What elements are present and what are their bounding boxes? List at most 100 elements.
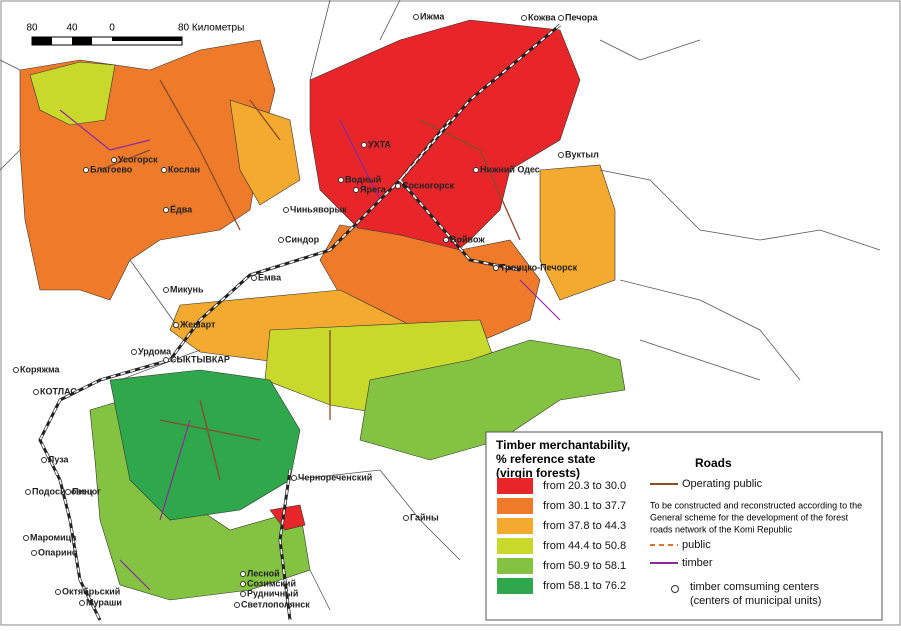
scale-tick-label: 40 [66,23,78,34]
place-marker [83,167,89,173]
legend-label: from 58.1 to 76.2 [543,580,626,592]
scale-tick-label: 80 [26,23,38,34]
place-marker [234,602,240,608]
place-marker [23,535,29,541]
place-marker [163,357,169,363]
place-marker [79,600,85,606]
legend-box [485,431,883,621]
place-marker [240,571,246,577]
legend-label: from 37.8 to 44.3 [543,520,626,532]
legend-swatch [497,538,533,554]
place-marker [558,152,564,158]
place-marker [55,589,61,595]
place-marker [240,581,246,587]
place-marker [353,187,359,193]
place-label: Жешарт [179,319,216,329]
legend-title: (virgin forests) [496,466,580,480]
legend-label: from 44.4 to 50.8 [543,540,626,552]
place-label: Подосиновец [32,486,93,496]
place-label: Луза [48,454,70,464]
legend-timber: timber [682,557,713,569]
place-label: Кожва [528,12,557,22]
region [229,99,301,206]
place-label: Созимский [247,578,296,588]
place-marker [65,489,71,495]
place-marker [291,475,297,481]
place-label: Ижма [420,11,445,21]
place-label: Водный [345,174,381,184]
place-label: Ёдва [170,204,193,214]
place-label: Войвож [450,234,485,244]
place-marker [163,287,169,293]
place-label: КОТЛАС [40,386,77,396]
legend-centers: (centers of municipal units) [690,595,821,607]
place-marker [131,349,137,355]
place-marker [33,389,39,395]
place-label: Лесной [247,568,280,578]
place-marker [283,207,289,213]
place-label: Чернореченский [298,472,372,482]
region [269,504,306,531]
place-label: Кослан [168,164,200,174]
legend-swatch [497,578,533,594]
legend-title: Timber merchantability, [496,438,630,452]
place-label: Октябрьский [62,586,120,596]
place-label: Сосногорск [402,180,454,190]
legend-swatch [497,478,533,494]
place-label: Коряжма [20,364,61,374]
place-label: Вуктыл [565,149,599,159]
legend-note: roads network of the Komi Republic [650,524,793,534]
place-label: Урдома [138,346,172,356]
place-label: Микунь [170,284,204,294]
place-label: Гайны [410,512,439,522]
legend-note: To be constructed and reconstructed acco… [650,500,862,510]
place-label: Светлополянск [241,599,310,609]
place-labels: Ижма Кожва Печора УХТА Сосногорск Вуктыл Нижни… [13,11,599,609]
legend-label: from 30.1 to 37.7 [543,500,626,512]
place-marker [111,157,117,163]
place-label: Печора [565,12,598,22]
place-label: Рудничный [247,588,298,598]
region [29,61,116,126]
place-label: Нижний Одес [480,164,540,174]
legend-label: from 20.3 to 30.0 [543,480,626,492]
region [539,164,616,301]
place-label: Мураши [86,597,122,607]
place-marker [278,237,284,243]
legend-swatch [497,558,533,574]
place-marker [240,591,246,597]
place-label: Ярега [360,184,387,194]
place-label: УХТА [368,139,392,149]
place-marker [251,275,257,281]
legend-roads-title: Roads [695,456,732,470]
place-marker [473,167,479,173]
place-label: Емва [258,272,282,282]
legend-operating: Operating public [682,478,763,490]
legend-note: General scheme for the development of th… [650,512,849,522]
place-label: Благоево [90,164,133,174]
place-label: Чиньяворык [290,204,347,214]
legend-swatch [497,518,533,534]
place-marker [521,15,527,21]
place-marker [31,550,37,556]
legend-center-marker [671,585,679,593]
place-label: СЫКТЫВКАР [170,354,230,364]
place-marker [443,237,449,243]
place-marker [493,265,499,271]
place-label: Опарино [38,547,78,557]
place-marker [161,167,167,173]
place-marker [41,457,47,463]
legend-public: public [682,539,711,551]
place-label: Троицко-Печорск [500,262,578,272]
place-marker [403,515,409,521]
boundaries [0,0,881,621]
place-label: Синдор [285,234,320,244]
legend-title: % reference state [496,452,596,466]
place-marker [25,489,31,495]
place-marker [361,142,367,148]
place-marker [338,177,344,183]
place-label: Маромица [30,532,77,542]
place-marker [558,15,564,21]
